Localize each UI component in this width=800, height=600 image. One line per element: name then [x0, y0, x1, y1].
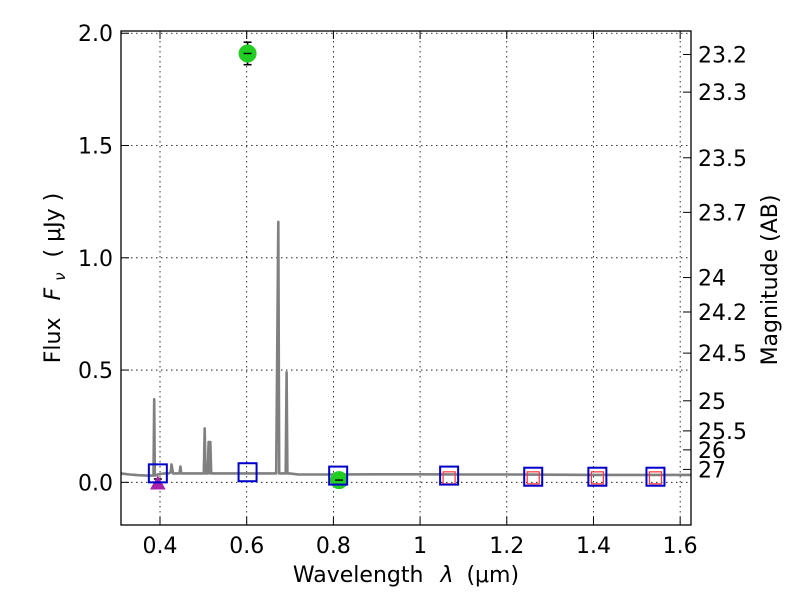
template-spectrum-layer [120, 220, 691, 477]
model-photometry-point [237, 462, 258, 483]
mag-tick-label: 25 [698, 390, 726, 415]
y-tick-label: 0.5 [78, 359, 113, 384]
model-photometry-point [439, 465, 460, 486]
model-photometry-point [645, 466, 666, 487]
x-tick-label: 0.6 [229, 534, 264, 559]
y-axis-label-unit: ( μJy ) [41, 193, 66, 258]
y-tick-label: 2.0 [78, 22, 113, 47]
plot-frame [120, 30, 692, 526]
y-axis-label-symbol: F [41, 287, 66, 300]
upper-limit-point [590, 471, 604, 485]
y-axis-label-text: Flux [41, 317, 66, 363]
template-spectrum-line [120, 220, 691, 477]
x-tick-label: 1 [413, 534, 427, 559]
mag-tick-label: 24 [698, 267, 726, 292]
mag-tick-label: 23.7 [698, 201, 747, 226]
y-tick-label: 1.5 [78, 135, 113, 160]
y-tick-label: 0.0 [78, 471, 113, 496]
y-axis-label-subscript: ν [51, 272, 69, 280]
photometry-markers [147, 41, 666, 490]
x-axis-label: Wavelength λ (μm) [293, 563, 519, 588]
x-tick-label: 0.8 [316, 534, 351, 559]
x-tick-label: 1.4 [576, 534, 611, 559]
x-axis-label-unit: (μm) [466, 563, 519, 588]
x-axis-label-symbol: λ [439, 563, 453, 588]
upper-limit-point [526, 471, 540, 485]
model-photometry-point [147, 463, 168, 484]
model-photometry-point [328, 465, 349, 486]
grid-lines [121, 31, 691, 525]
y-tick-label: 1.0 [78, 247, 113, 272]
mag-tick-label: 26 [698, 439, 726, 464]
mag-tick-label: 23.5 [698, 147, 747, 172]
upper-limit-point [648, 471, 663, 485]
model-photometry-point [587, 466, 608, 487]
x-tick-label: 1.6 [663, 534, 698, 559]
x-axis-label-text: Wavelength [293, 563, 424, 588]
x-tick-label: 0.4 [143, 534, 178, 559]
y-axis-label: Flux F ν ( μJy ) [41, 193, 71, 363]
mag-tick-label: 23.2 [698, 43, 747, 68]
model-photometry-point [523, 466, 544, 487]
x-tick-label: 1.2 [489, 534, 524, 559]
mag-tick-label: 27 [698, 458, 726, 483]
mag-tick-label: 24.2 [698, 301, 747, 326]
mag-tick-label: 25.5 [698, 420, 747, 445]
mag-tick-label: 23.3 [698, 81, 747, 106]
axis-ticks: 0.4 0.6 0.8 1 1.2 1.4 1.6 0.0 0.5 1.0 1.5 2.0 23.2 23… [78, 22, 747, 559]
mag-tick-label: 24.5 [698, 342, 747, 367]
y2-axis-label: Magnitude (AB) [758, 195, 783, 366]
